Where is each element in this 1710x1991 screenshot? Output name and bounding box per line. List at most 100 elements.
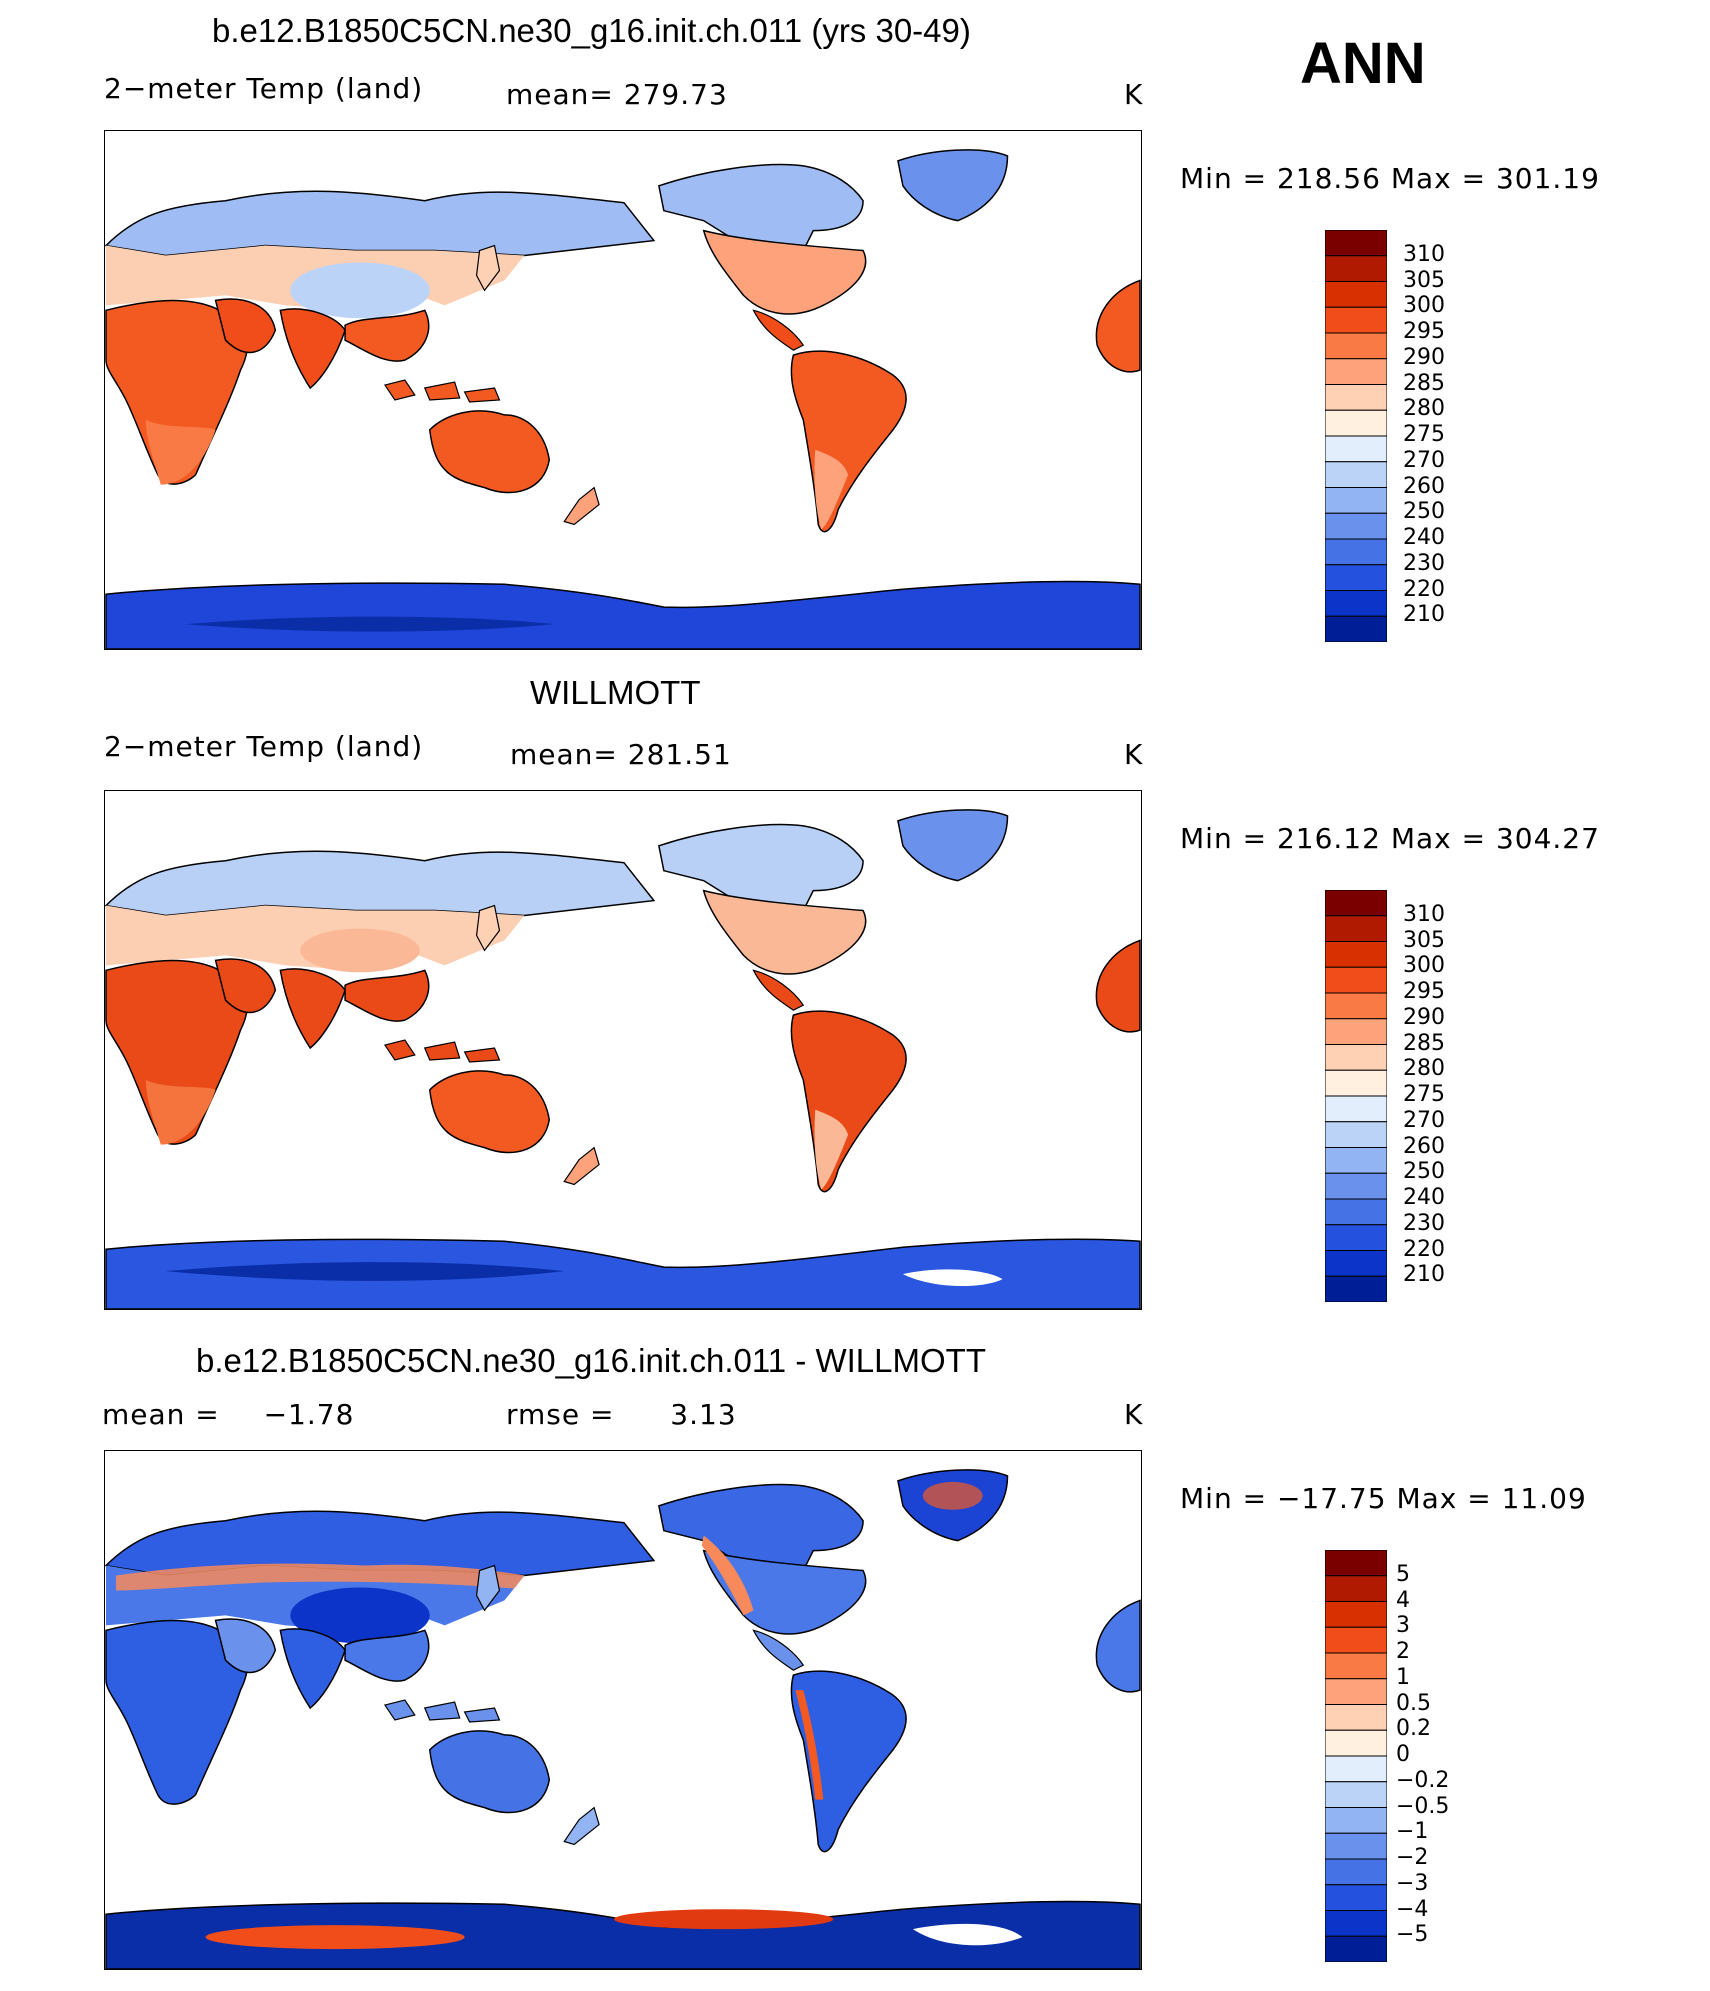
panel-3-rmse: rmse = 3.13 [506, 1398, 737, 1431]
colorbar-swatch [1325, 230, 1387, 257]
colorbar-label: 290 [1403, 344, 1445, 370]
colorbar-swatch [1325, 1198, 1387, 1226]
colorbar-swatch [1325, 1147, 1387, 1174]
colorbar-swatch [1325, 1275, 1387, 1302]
colorbar-swatch [1325, 1095, 1387, 1123]
map-greenland-warm [922, 1481, 983, 1510]
colorbar-swatch [1325, 1575, 1387, 1602]
map-andes-warm [795, 1690, 824, 1800]
colorbar-label: 0.2 [1396, 1716, 1431, 1742]
colorbar-label: 230 [1403, 1210, 1445, 1236]
panel-1-map-svg [105, 149, 1141, 649]
map-india [279, 1628, 346, 1710]
map-south-america-south [814, 449, 849, 530]
map-eurasia-north [105, 850, 656, 917]
colorbar-label: 300 [1403, 293, 1445, 319]
colorbar-label: 0.5 [1396, 1690, 1431, 1716]
colorbar-label: 295 [1403, 979, 1445, 1004]
colorbar-label: 4 [1396, 1587, 1410, 1613]
panel-3-colorbar [1325, 1550, 1387, 1962]
map-australia [428, 1070, 551, 1154]
panel-1-mean: mean= 279.73 [506, 78, 728, 111]
map-north-america-north [657, 1483, 864, 1572]
colorbar-label: 250 [1403, 499, 1445, 525]
colorbar-label: 240 [1403, 1185, 1445, 1210]
colorbar-swatch [1325, 1550, 1387, 1577]
map-japan [475, 244, 501, 292]
panel-1-title: b.e12.B1850C5CN.ne30_g16.init.ch.011 (yr… [212, 12, 971, 49]
colorbar-label: −1 [1396, 1819, 1429, 1845]
colorbar-swatch [1325, 409, 1387, 437]
colorbar-label: 210 [1403, 602, 1445, 628]
panel-3-rmse-value: 3.13 [670, 1398, 737, 1431]
colorbar-label: 310 [1403, 241, 1445, 267]
colorbar-swatch [1325, 1781, 1387, 1808]
panel-2-mean-label: mean= [510, 738, 618, 771]
colorbar-label: 270 [1403, 447, 1445, 473]
map-north-america-north [657, 823, 864, 912]
panel-1-mean-label: mean= [506, 78, 614, 111]
map-south-america [790, 1670, 907, 1853]
colorbar-swatch [1325, 1626, 1387, 1654]
map-japan [475, 1564, 501, 1612]
colorbar-swatch [1325, 332, 1387, 360]
map-antarctica [105, 580, 1141, 649]
colorbar-label: 260 [1403, 1133, 1445, 1159]
map-se-asia [344, 1629, 430, 1682]
panel-2-mean-value: 281.51 [627, 738, 732, 771]
map-antarctica-white-patch [912, 1923, 1023, 1946]
panel-1-units: K [1124, 78, 1144, 111]
map-antarctica-interior [165, 1262, 565, 1281]
map-central-america [752, 969, 805, 1011]
colorbar-swatch [1325, 941, 1387, 968]
panel-3-title: b.e12.B1850C5CN.ne30_g16.init.ch.011 - W… [196, 1342, 986, 1379]
colorbar-label: 260 [1403, 473, 1445, 499]
colorbar-swatch [1325, 1601, 1387, 1628]
colorbar-swatch [1325, 1018, 1387, 1045]
map-arabia [214, 1618, 277, 1674]
colorbar-label: 2 [1396, 1639, 1410, 1664]
colorbar-label: 295 [1403, 319, 1445, 344]
map-antarctica-warm-1 [205, 1925, 465, 1950]
colorbar-swatch [1325, 461, 1387, 488]
colorbar-swatch [1325, 1069, 1387, 1097]
panel-2-map [104, 790, 1142, 1310]
map-indonesia [383, 1039, 501, 1063]
colorbar-swatch [1325, 255, 1387, 282]
map-greenland [897, 149, 1009, 222]
colorbar-label: 1 [1396, 1664, 1410, 1690]
map-africa-west-edge [1095, 939, 1141, 1033]
panel-1-colorbar-swatches [1325, 230, 1387, 642]
panel-3-mean: mean = −1.78 [102, 1398, 354, 1431]
map-greenland [897, 809, 1009, 882]
panel-3-map-svg [105, 1469, 1141, 1969]
colorbar-swatch [1325, 1224, 1387, 1251]
colorbar-label: 285 [1403, 1030, 1445, 1056]
colorbar-swatch [1325, 1044, 1387, 1071]
map-south-america [790, 350, 907, 533]
colorbar-swatch [1325, 1910, 1387, 1937]
colorbar-label: 5 [1396, 1561, 1410, 1587]
colorbar-label: 305 [1403, 927, 1445, 953]
map-south-america-south [814, 1109, 849, 1190]
map-australia [428, 1730, 551, 1814]
panel-3-colorbar-swatches [1325, 1550, 1387, 1962]
map-central-america [752, 309, 805, 351]
colorbar-label: 290 [1403, 1004, 1445, 1030]
colorbar-swatch [1325, 1884, 1387, 1911]
colorbar-label: 275 [1403, 422, 1445, 447]
panel-2-mean: mean= 281.51 [510, 738, 732, 771]
panel-1-variable: 2−meter Temp (land) [104, 72, 424, 105]
map-antarctica-interior [185, 616, 555, 632]
map-africa-west-edge [1095, 279, 1141, 373]
map-eurasia-north [105, 190, 656, 257]
map-new-zealand [563, 486, 600, 526]
map-india [279, 308, 346, 390]
map-africa-south [145, 419, 216, 485]
map-se-asia [344, 969, 430, 1022]
colorbar-label: −0.2 [1396, 1767, 1450, 1793]
colorbar-label: 240 [1403, 525, 1445, 550]
colorbar-label: 3 [1396, 1613, 1410, 1639]
map-north-america-north [657, 163, 864, 252]
colorbar-swatch [1325, 1858, 1387, 1886]
